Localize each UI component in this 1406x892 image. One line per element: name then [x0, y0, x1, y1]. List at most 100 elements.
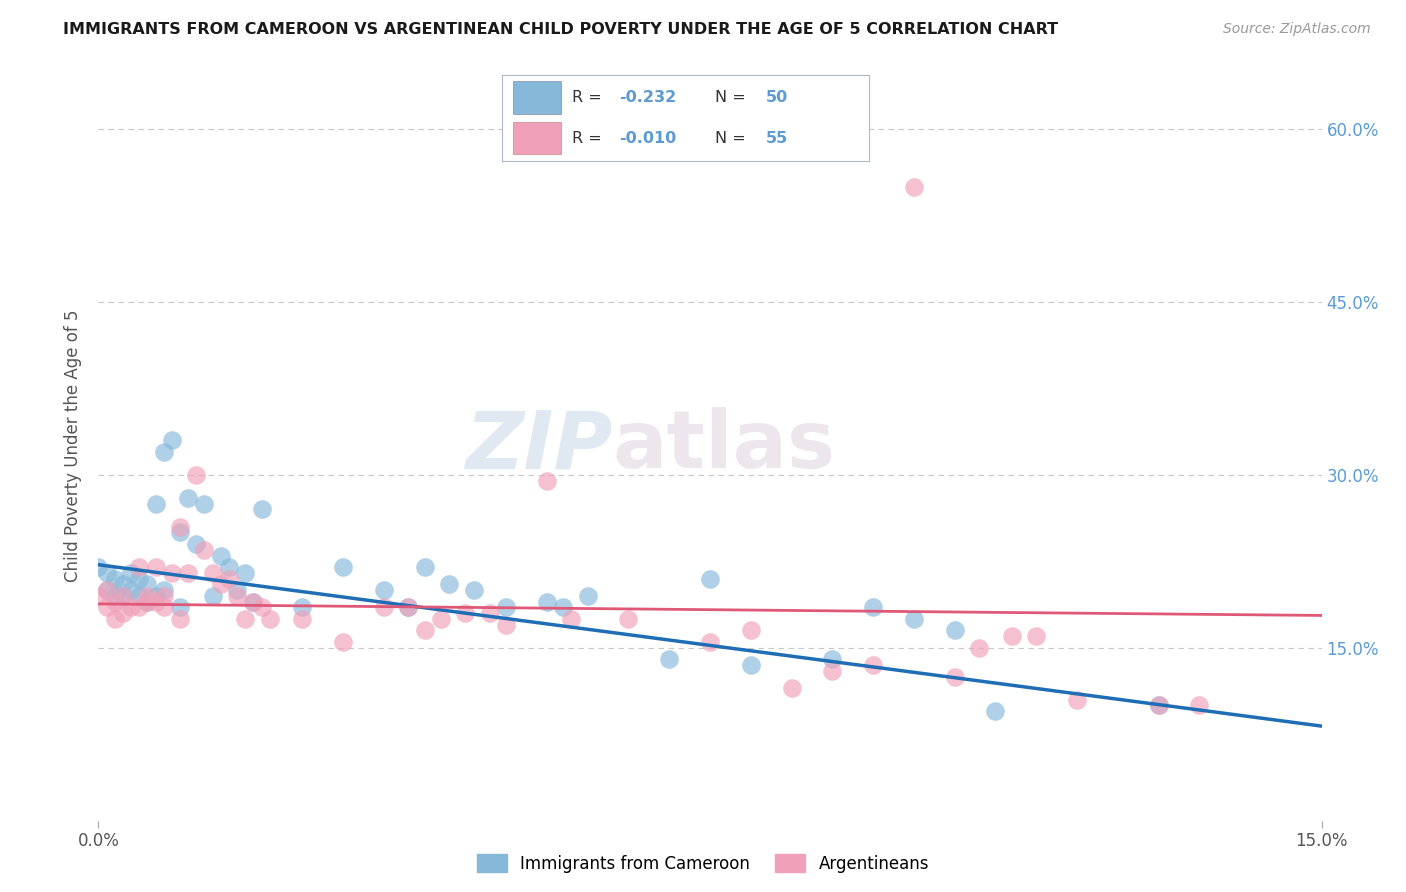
Point — [780, 681, 803, 695]
Point — [186, 467, 208, 482]
Point — [169, 600, 191, 615]
Point — [136, 594, 159, 608]
Point — [152, 589, 174, 603]
Point — [177, 566, 200, 580]
Point — [617, 612, 640, 626]
Point — [152, 600, 174, 615]
Text: ZIP: ZIP — [465, 407, 612, 485]
Point — [658, 652, 681, 666]
Point — [967, 640, 990, 655]
Point — [193, 497, 215, 511]
Point — [1066, 692, 1088, 706]
Point — [152, 583, 174, 598]
Point — [943, 669, 966, 683]
Point — [242, 594, 264, 608]
Point — [186, 537, 208, 551]
Point — [903, 179, 925, 194]
Point — [128, 589, 150, 603]
Point — [226, 589, 249, 603]
Point — [1001, 629, 1024, 643]
Point — [145, 497, 167, 511]
Point — [699, 572, 721, 586]
Point — [152, 444, 174, 458]
Point — [536, 594, 558, 608]
Point — [145, 560, 167, 574]
Legend: Immigrants from Cameroon, Argentineans: Immigrants from Cameroon, Argentineans — [471, 847, 935, 880]
Point — [104, 612, 127, 626]
Point — [332, 635, 354, 649]
Point — [373, 583, 395, 598]
Point — [120, 583, 142, 598]
Point — [430, 612, 453, 626]
Point — [128, 572, 150, 586]
Point — [1147, 698, 1170, 713]
Point — [209, 577, 232, 591]
Point — [903, 612, 925, 626]
Point — [373, 600, 395, 615]
Point — [1147, 698, 1170, 713]
Text: IMMIGRANTS FROM CAMEROON VS ARGENTINEAN CHILD POVERTY UNDER THE AGE OF 5 CORRELA: IMMIGRANTS FROM CAMEROON VS ARGENTINEAN … — [63, 22, 1059, 37]
Point — [740, 624, 762, 638]
Point — [201, 566, 224, 580]
Point — [862, 658, 884, 673]
Point — [128, 560, 150, 574]
Point — [177, 491, 200, 505]
Point — [740, 658, 762, 673]
Point — [193, 542, 215, 557]
Point — [96, 583, 118, 598]
Point — [96, 600, 118, 615]
Point — [120, 600, 142, 615]
Point — [87, 560, 110, 574]
Point — [96, 566, 118, 580]
Point — [104, 594, 127, 608]
Point — [136, 577, 159, 591]
Point — [145, 594, 167, 608]
Point — [1025, 629, 1047, 643]
Point — [413, 624, 436, 638]
Point — [136, 589, 159, 603]
Point — [111, 577, 134, 591]
Point — [242, 594, 264, 608]
Point — [226, 583, 249, 598]
Point — [821, 652, 844, 666]
Point — [104, 589, 127, 603]
Point — [699, 635, 721, 649]
Point — [169, 612, 191, 626]
Point — [413, 560, 436, 574]
Point — [160, 434, 183, 448]
Point — [111, 606, 134, 620]
Point — [560, 612, 582, 626]
Point — [821, 664, 844, 678]
Point — [984, 704, 1007, 718]
Point — [145, 589, 167, 603]
Point — [111, 589, 134, 603]
Point — [169, 525, 191, 540]
Point — [233, 566, 256, 580]
Point — [463, 583, 485, 598]
Point — [1188, 698, 1211, 713]
Point — [495, 617, 517, 632]
Point — [128, 600, 150, 615]
Point — [111, 589, 134, 603]
Point — [104, 572, 127, 586]
Point — [87, 589, 110, 603]
Point — [218, 572, 240, 586]
Point — [291, 600, 314, 615]
Point — [250, 600, 273, 615]
Point — [160, 566, 183, 580]
Point — [201, 589, 224, 603]
Point — [396, 600, 419, 615]
Point — [536, 474, 558, 488]
Point — [259, 612, 281, 626]
Point — [96, 583, 118, 598]
Point — [250, 502, 273, 516]
Point — [218, 560, 240, 574]
Point — [478, 606, 501, 620]
Point — [291, 612, 314, 626]
Point — [396, 600, 419, 615]
Text: Source: ZipAtlas.com: Source: ZipAtlas.com — [1223, 22, 1371, 37]
Point — [437, 577, 460, 591]
Text: atlas: atlas — [612, 407, 835, 485]
Point — [495, 600, 517, 615]
Point — [943, 624, 966, 638]
